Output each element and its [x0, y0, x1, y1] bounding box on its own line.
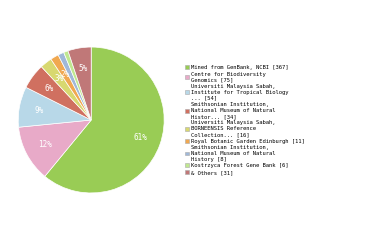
Text: 61%: 61%	[134, 133, 147, 142]
Wedge shape	[41, 59, 91, 120]
Wedge shape	[51, 55, 91, 120]
Text: 5%: 5%	[78, 64, 87, 73]
Text: 6%: 6%	[44, 84, 54, 93]
Wedge shape	[19, 120, 91, 176]
Text: 3%: 3%	[54, 74, 63, 83]
Wedge shape	[64, 51, 91, 120]
Text: 2%: 2%	[60, 70, 70, 79]
Wedge shape	[18, 87, 91, 127]
Legend: Mined from GenBank, NCBI [367], Centre for Biodiversity
Genomics [75], Universit: Mined from GenBank, NCBI [367], Centre f…	[185, 65, 305, 175]
Wedge shape	[68, 47, 91, 120]
Wedge shape	[58, 52, 91, 120]
Text: 9%: 9%	[35, 106, 44, 115]
Wedge shape	[45, 47, 164, 193]
Text: 12%: 12%	[38, 140, 52, 149]
Wedge shape	[26, 67, 91, 120]
